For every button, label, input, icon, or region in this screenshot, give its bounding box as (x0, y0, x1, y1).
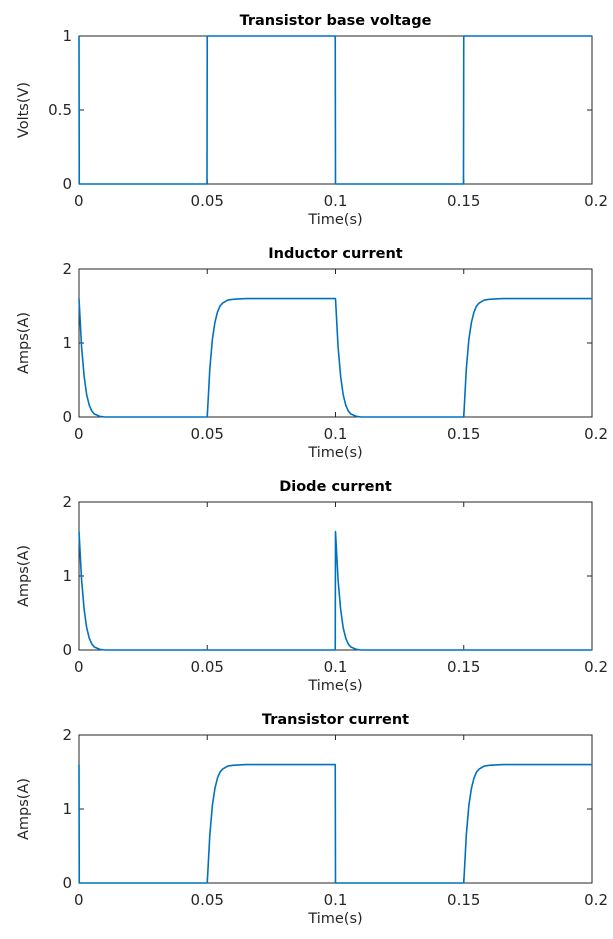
y-axis-label: Amps(A) (16, 545, 32, 607)
y-tick-label: 0 (62, 874, 72, 892)
series-line (78, 530, 592, 651)
x-tick-label: 0.15 (447, 891, 480, 909)
plot-area (78, 268, 593, 418)
y-tick-label: 2 (62, 493, 72, 511)
x-tick-label: 0.2 (584, 658, 608, 676)
x-tick-label: 0.2 (584, 192, 608, 210)
subplot-3: 0 0.05 0.1 0.15 0.2 0 1 2 Diode current Time(s) Am… (16, 479, 608, 694)
x-axis-label: Time(s) (307, 445, 362, 461)
y-tick-label: 1 (62, 334, 72, 352)
x-tick-label: 0.05 (191, 425, 224, 443)
y-tick-label: 1 (62, 567, 72, 585)
y-axis-label: Amps(A) (16, 312, 32, 374)
y-tick-label: 0 (62, 175, 72, 193)
x-tick-label: 0.05 (191, 658, 224, 676)
x-axis-label: Time(s) (307, 911, 362, 927)
series-line (78, 297, 592, 418)
y-tick-label: 2 (62, 260, 72, 278)
series-line (78, 763, 592, 884)
x-tick-label: 0.1 (324, 891, 348, 909)
y-tick-label: 1 (62, 800, 72, 818)
chart-title: Inductor current (268, 246, 402, 262)
chart-title: Transistor base voltage (240, 13, 432, 29)
x-tick-label: 0.15 (447, 425, 480, 443)
x-tick-label: 0 (74, 192, 84, 210)
x-tick-label: 0.15 (447, 658, 480, 676)
y-tick-label: 0 (62, 641, 72, 659)
x-tick-label: 0.05 (191, 891, 224, 909)
chart-title: Diode current (279, 479, 392, 495)
x-axis-label: Time(s) (307, 212, 362, 228)
x-tick-label: 0 (74, 425, 84, 443)
x-tick-label: 0.15 (447, 192, 480, 210)
x-tick-label: 0.1 (324, 425, 348, 443)
x-tick-label: 0.2 (584, 425, 608, 443)
x-tick-label: 0.1 (324, 192, 348, 210)
subplot-4: 0 0.05 0.1 0.15 0.2 0 1 2 Transistor current Time… (16, 712, 608, 927)
x-tick-label: 0 (74, 658, 84, 676)
x-tick-label: 0.2 (584, 891, 608, 909)
chart-title: Transistor current (262, 712, 409, 728)
subplot-1: 0 0.05 0.1 0.15 0.2 0 0.5 1 Transistor base volt… (16, 13, 608, 228)
y-tick-label: 1 (62, 27, 72, 45)
y-tick-label: 0.5 (48, 101, 72, 119)
x-axis-label: Time(s) (307, 678, 362, 694)
x-tick-label: 0 (74, 891, 84, 909)
x-tick-label: 0.1 (324, 658, 348, 676)
x-tick-label: 0.05 (191, 192, 224, 210)
y-tick-label: 0 (62, 408, 72, 426)
series-line (78, 35, 592, 185)
y-axis-label: Volts(V) (16, 82, 32, 138)
y-axis-label: Amps(A) (16, 778, 32, 840)
subplot-2: 0 0.05 0.1 0.15 0.2 0 1 2 Inductor current Time(s… (16, 246, 608, 461)
y-tick-label: 2 (62, 726, 72, 744)
